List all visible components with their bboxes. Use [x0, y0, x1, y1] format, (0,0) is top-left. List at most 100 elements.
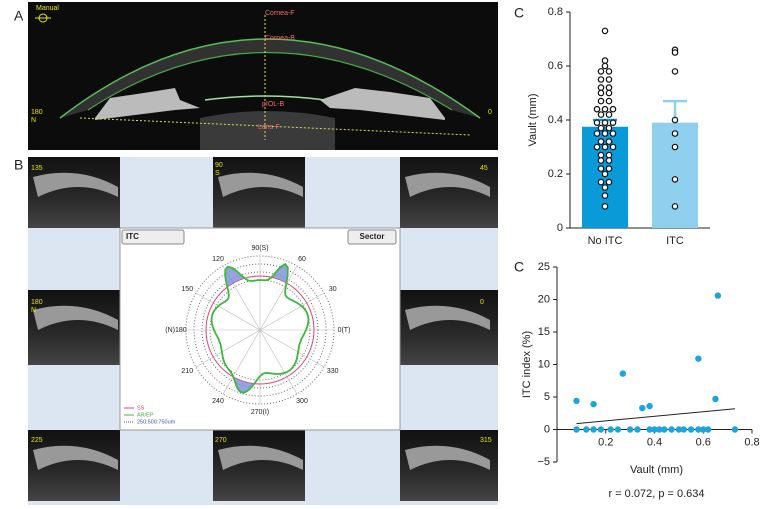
data-point	[590, 426, 597, 433]
oct-label: Manual	[36, 5, 59, 12]
data-point	[573, 426, 580, 433]
data-point	[656, 426, 663, 433]
data-point	[668, 426, 675, 433]
data-point	[626, 426, 634, 433]
data-point	[597, 138, 605, 145]
data-point	[597, 97, 605, 105]
data-point	[601, 192, 609, 199]
data-point	[605, 178, 613, 186]
data-point	[605, 76, 613, 83]
data-point	[597, 76, 605, 83]
oct-label: 135	[31, 165, 43, 172]
data-point	[590, 400, 597, 408]
x-tick-label: No ITC	[588, 235, 623, 247]
data-point	[671, 143, 679, 151]
data-point	[597, 157, 605, 164]
oct-label: 270	[215, 437, 227, 444]
y-tick-label: 0	[557, 222, 563, 234]
x-tick-label: 0.8	[744, 436, 759, 448]
iris-right	[320, 88, 445, 120]
annotation: r = 0.072, p = 0.634	[608, 488, 704, 500]
data-point	[675, 426, 683, 433]
oct-label: 45	[480, 165, 488, 172]
data-point	[646, 426, 653, 433]
spoke	[195, 329, 261, 368]
data-point	[671, 68, 679, 75]
data-point	[614, 426, 622, 433]
anterior-chamber	[33, 445, 118, 470]
oct-label: 90	[215, 162, 223, 169]
data-point	[714, 292, 722, 299]
data-point	[597, 165, 605, 172]
button[interactable]	[347, 229, 397, 245]
data-point	[671, 130, 679, 137]
y-tick-label: 20	[538, 293, 550, 305]
oct-label: Cornea-B	[265, 35, 295, 42]
data-point	[601, 57, 609, 64]
data-point	[607, 426, 614, 433]
data-point	[671, 176, 679, 183]
data-point	[597, 124, 605, 132]
data-point	[605, 151, 613, 159]
itc-region	[231, 375, 262, 393]
oct-label: 0	[488, 109, 492, 116]
oct-label: S	[215, 170, 220, 177]
data-point	[605, 68, 613, 75]
data-point	[597, 89, 605, 97]
y-tick-label: 0.6	[548, 60, 563, 72]
cornea-front	[59, 38, 481, 119]
anterior-chamber	[218, 172, 303, 197]
oct-tile	[400, 290, 498, 365]
data-point	[597, 151, 605, 159]
spoke	[259, 329, 298, 395]
spoke	[259, 265, 298, 331]
angle-label: 60	[298, 256, 306, 263]
cornea-back	[87, 52, 453, 111]
panel-label: B	[14, 157, 23, 173]
legend-label: SS	[137, 405, 145, 411]
data-point	[605, 138, 613, 145]
panel-label: C	[514, 5, 524, 21]
data-point	[695, 426, 702, 433]
data-point	[601, 119, 609, 127]
data-point	[601, 184, 609, 191]
anterior-chamber	[218, 445, 303, 470]
data-point	[704, 426, 712, 433]
data-point	[651, 426, 658, 433]
data-point	[597, 111, 605, 118]
data-point	[601, 143, 609, 151]
y-tick-label: 0.8	[548, 6, 563, 18]
data-point	[597, 84, 605, 91]
data-point	[605, 157, 613, 164]
y-tick-label: −5	[537, 456, 550, 468]
data-point	[583, 426, 590, 433]
legend-label: 250:500:750um	[137, 419, 176, 425]
data-point	[700, 426, 707, 433]
data-point	[639, 404, 646, 412]
data-point	[646, 402, 653, 410]
data-point	[593, 143, 601, 151]
panel-label: C	[514, 259, 524, 275]
angle-label: 240	[212, 398, 224, 405]
anterior-chamber	[33, 305, 118, 330]
angle-label: 30	[329, 286, 337, 293]
iris-left	[95, 88, 200, 120]
button-label: Sector	[360, 232, 385, 241]
data-point	[597, 426, 605, 433]
data-point	[609, 130, 617, 137]
data-point	[680, 426, 687, 433]
y-tick-label: 0.2	[548, 168, 563, 180]
data-point	[601, 170, 609, 178]
data-point	[619, 370, 627, 377]
spoke	[195, 292, 261, 331]
x-tick-label: 0.2	[598, 436, 613, 448]
bar	[652, 122, 698, 228]
dropdown[interactable]	[121, 229, 185, 245]
data-point	[601, 62, 609, 70]
data-point	[695, 355, 702, 362]
data-point	[671, 49, 679, 56]
data-point	[601, 130, 609, 137]
angle-label: 270(I)	[251, 409, 269, 416]
data-point	[593, 119, 601, 127]
data-point	[661, 426, 668, 433]
